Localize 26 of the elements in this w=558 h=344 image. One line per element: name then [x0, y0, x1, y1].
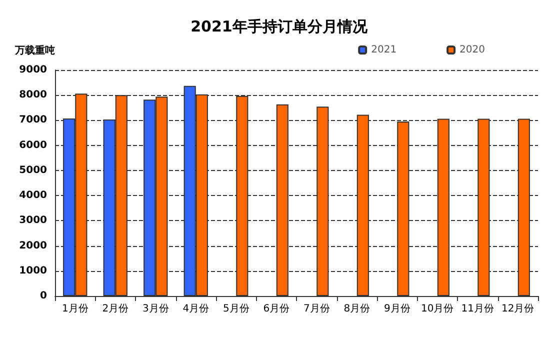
y-tick-label: 5000 — [19, 164, 48, 176]
x-tick-label: 6月份 — [263, 304, 290, 314]
y-axis-title: 万载重吨 — [14, 44, 55, 56]
legend-label: 2020 — [460, 44, 486, 56]
legend-label: 2021 — [371, 44, 397, 56]
y-tick-label: 4000 — [19, 190, 48, 202]
y-tick-label: 3000 — [19, 215, 48, 226]
y-tick-label: 2000 — [19, 240, 48, 252]
y-tick-label: 7000 — [19, 114, 48, 126]
x-tick-label: 7月份 — [303, 304, 330, 314]
y-tick-label: 6000 — [19, 140, 48, 151]
x-tick-label: 9月份 — [384, 304, 410, 314]
x-tick-label: 3月份 — [142, 304, 169, 314]
x-tick-label: 5月份 — [222, 304, 250, 314]
x-tick-label: 11月份 — [461, 304, 494, 314]
y-tick-label: 1000 — [19, 265, 48, 276]
x-tick-label: 1月份 — [62, 304, 88, 314]
x-tick-label: 2月份 — [102, 304, 129, 314]
x-tick-label: 12月份 — [502, 304, 534, 314]
x-tick-label: 8月份 — [344, 304, 370, 314]
y-tick-label: 0 — [40, 290, 48, 302]
x-tick-label: 4月份 — [182, 304, 210, 314]
y-tick-label: 8000 — [19, 90, 48, 101]
chart-title: 2021年手持订单分月情况 — [190, 18, 368, 36]
y-tick-label: 9000 — [19, 64, 48, 76]
x-tick-label: 10月份 — [421, 304, 454, 314]
